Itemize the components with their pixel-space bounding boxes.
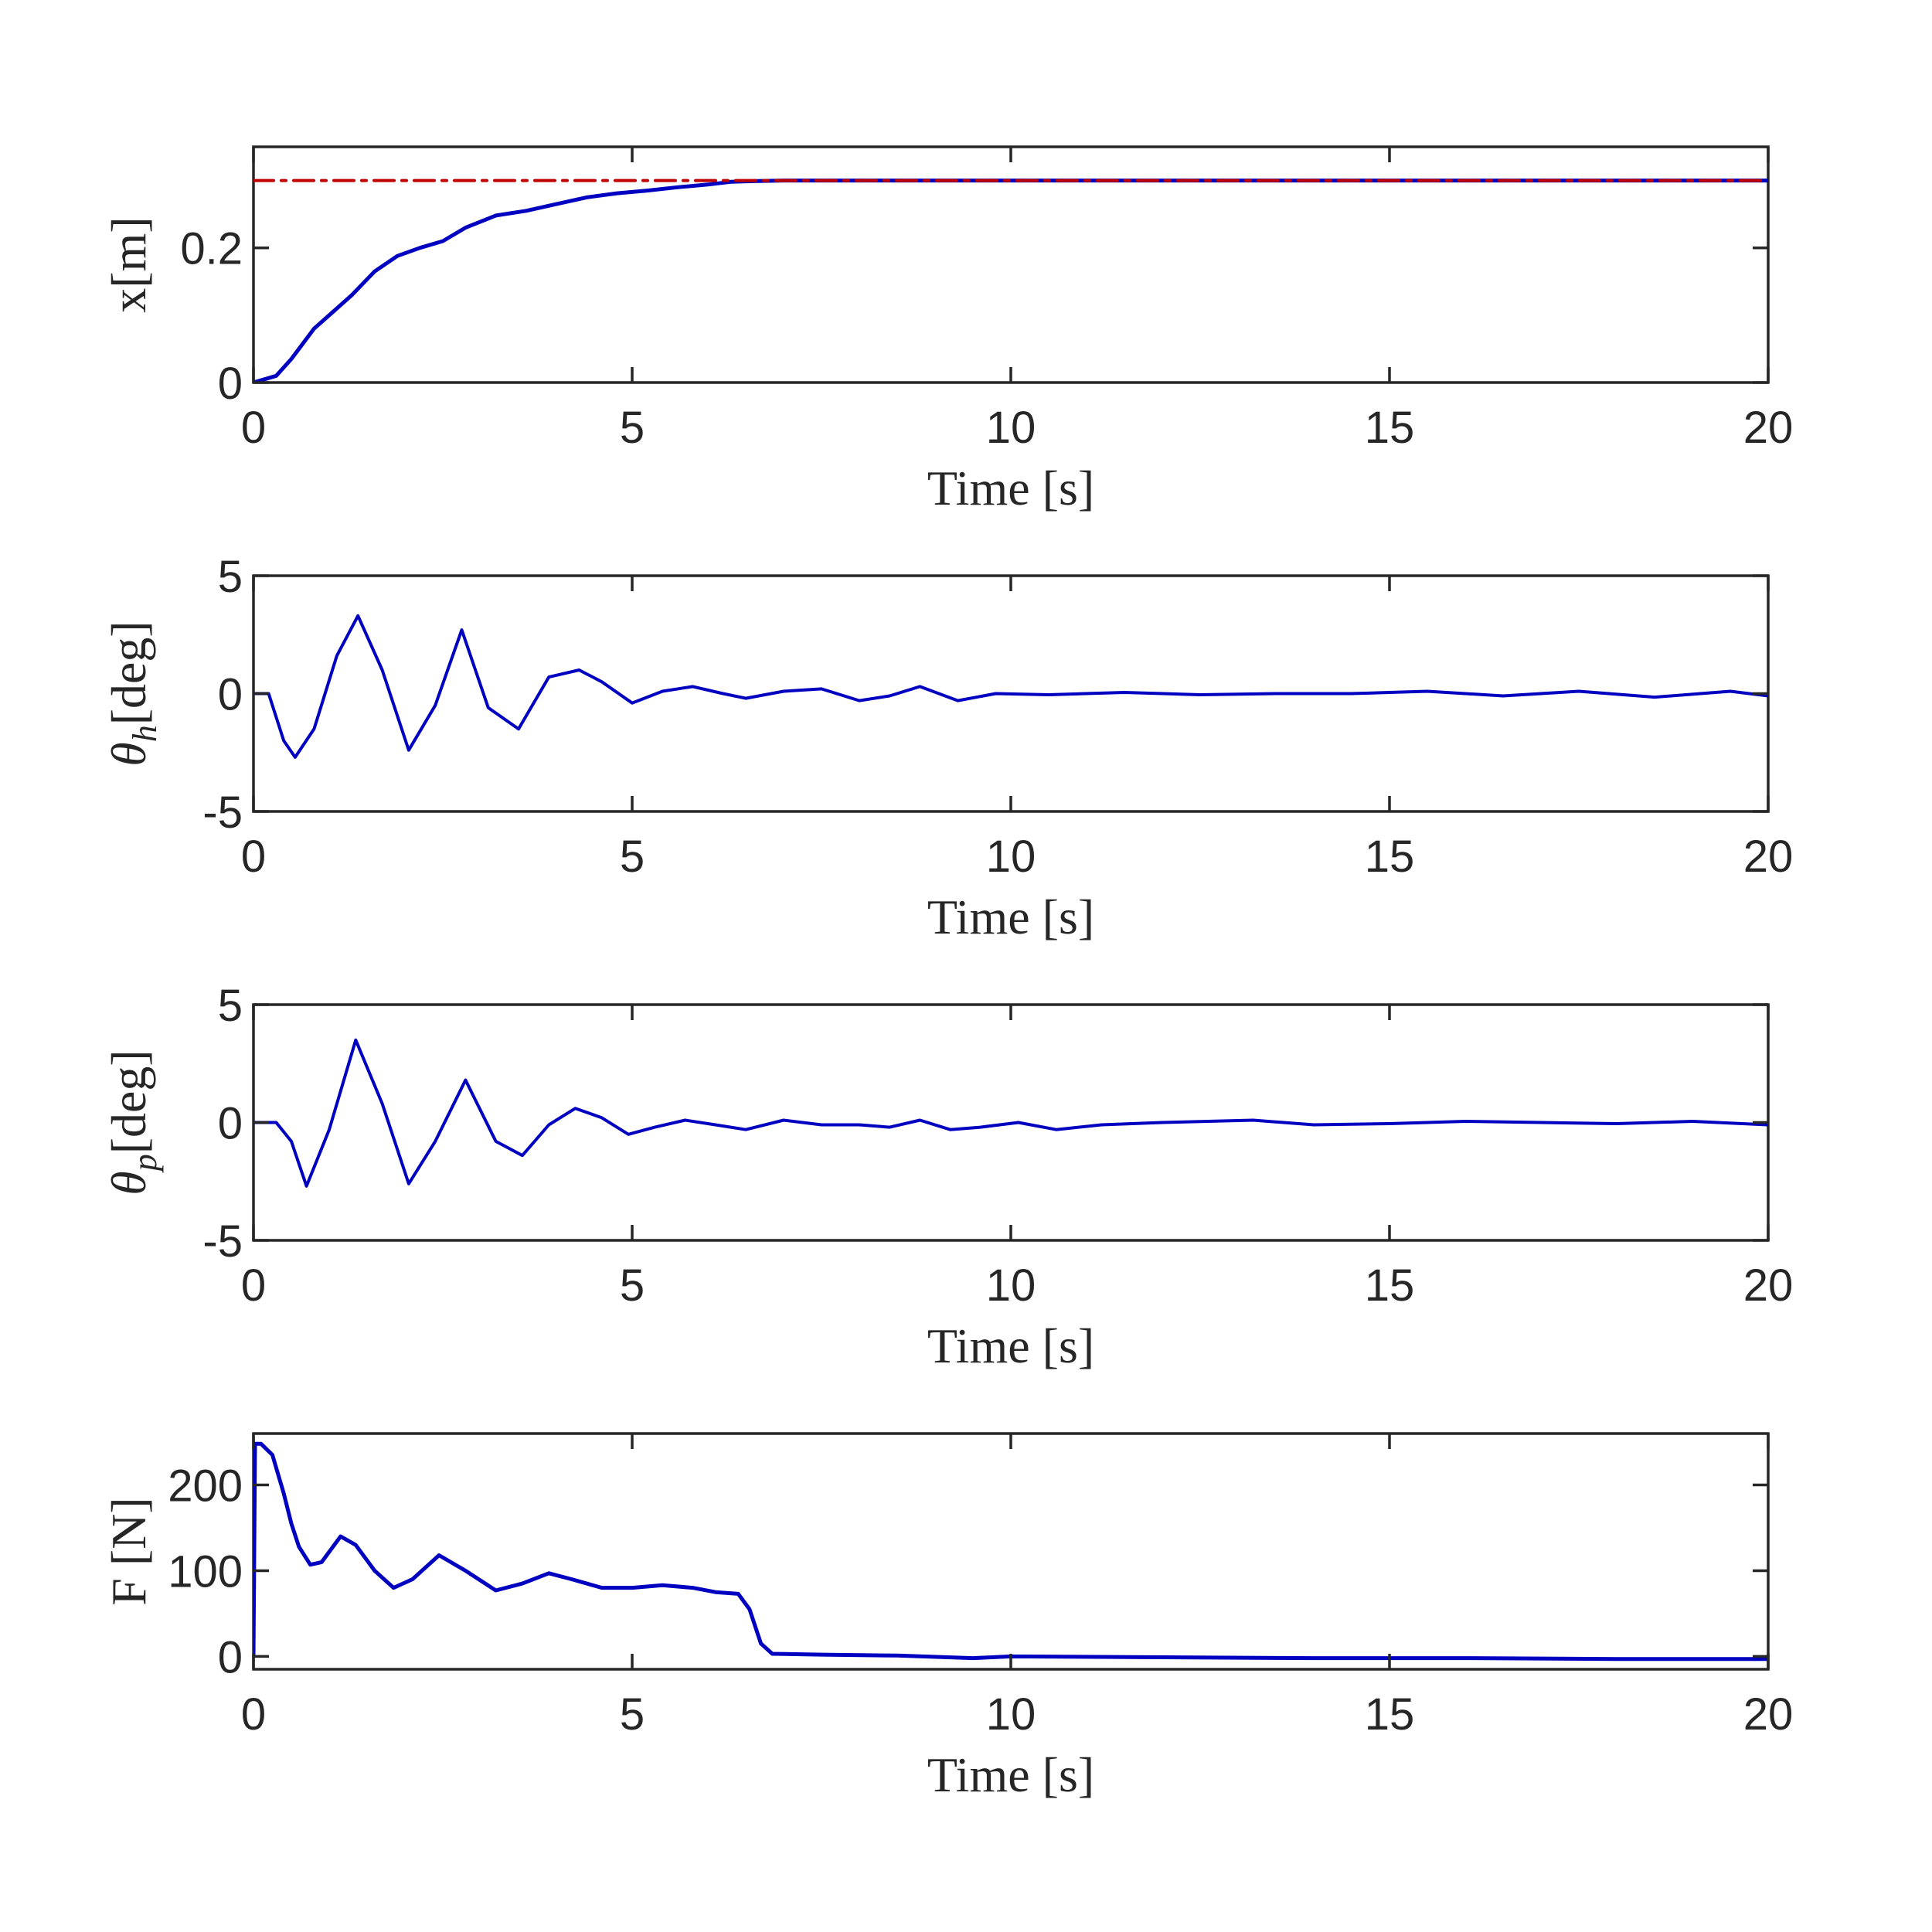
y-tick-label: -5 bbox=[202, 1216, 243, 1267]
y-axis-title: θp[deg] bbox=[101, 1049, 164, 1195]
y-axis-symbol: θ bbox=[101, 742, 156, 766]
series-line-1 bbox=[253, 1038, 1768, 1188]
y-tick-label: 0 bbox=[218, 670, 243, 720]
plot-area bbox=[252, 145, 1770, 384]
x-tick-label: 10 bbox=[986, 1689, 1036, 1740]
y-tick-label: 5 bbox=[218, 981, 243, 1031]
series-line-1 bbox=[253, 614, 1768, 759]
x-tick-label: 20 bbox=[1743, 1689, 1794, 1740]
y-axis-unit: [deg] bbox=[101, 1049, 156, 1154]
y-axis-subscript: p bbox=[126, 1154, 164, 1173]
plot-area bbox=[252, 1432, 1770, 1671]
x-axis-title: Time [s] bbox=[927, 461, 1094, 515]
y-tick-label: 0 bbox=[218, 1632, 243, 1682]
y-tick-label: 0.2 bbox=[180, 224, 243, 274]
x-axis-title: Time [s] bbox=[927, 1318, 1094, 1373]
y-axis-title: θh[deg] bbox=[101, 621, 164, 766]
x-tick-label: 15 bbox=[1365, 1260, 1415, 1311]
x-tick-label: 20 bbox=[1743, 403, 1794, 453]
x-tick-label: 5 bbox=[620, 832, 645, 882]
y-axis-title: x[m] bbox=[101, 216, 156, 312]
y-tick-label: 200 bbox=[168, 1461, 243, 1512]
x-tick-label: 0 bbox=[241, 1689, 266, 1740]
y-tick-label: 5 bbox=[218, 552, 243, 602]
x-tick-label: 5 bbox=[620, 1689, 645, 1740]
x-axis-title: Time [s] bbox=[927, 1747, 1094, 1802]
x-tick-label: 15 bbox=[1365, 403, 1415, 453]
x-tick-label: 15 bbox=[1365, 1689, 1415, 1740]
series-line-1 bbox=[253, 1441, 1768, 1662]
y-tick-label: 0 bbox=[218, 1099, 243, 1149]
y-tick-label: 0 bbox=[218, 359, 243, 409]
x-axis-title: Time [s] bbox=[927, 889, 1094, 944]
y-tick-label: 100 bbox=[168, 1546, 243, 1597]
y-axis-subscript: h bbox=[126, 725, 164, 742]
x-tick-label: 10 bbox=[986, 1260, 1036, 1311]
y-axis-symbol: θ bbox=[101, 1171, 156, 1195]
subplot-1: 0 5 10 15 20 0 0.2 Time [s] x[m] bbox=[101, 145, 1794, 515]
x-tick-label: 5 bbox=[620, 1260, 645, 1311]
x-tick-label: 5 bbox=[620, 403, 645, 453]
y-axis-title: F [N] bbox=[101, 1497, 156, 1605]
y-axis-unit: [deg] bbox=[101, 621, 156, 725]
x-tick-label: 10 bbox=[986, 403, 1036, 453]
x-tick-label: 0 bbox=[241, 1260, 266, 1311]
x-tick-label: 20 bbox=[1743, 1260, 1794, 1311]
x-tick-label: 0 bbox=[241, 832, 266, 882]
x-tick-label: 10 bbox=[986, 832, 1036, 882]
x-tick-label: 0 bbox=[241, 403, 266, 453]
x-tick-label: 20 bbox=[1743, 832, 1794, 882]
y-tick-label: -5 bbox=[202, 787, 243, 838]
x-tick-label: 15 bbox=[1365, 832, 1415, 882]
